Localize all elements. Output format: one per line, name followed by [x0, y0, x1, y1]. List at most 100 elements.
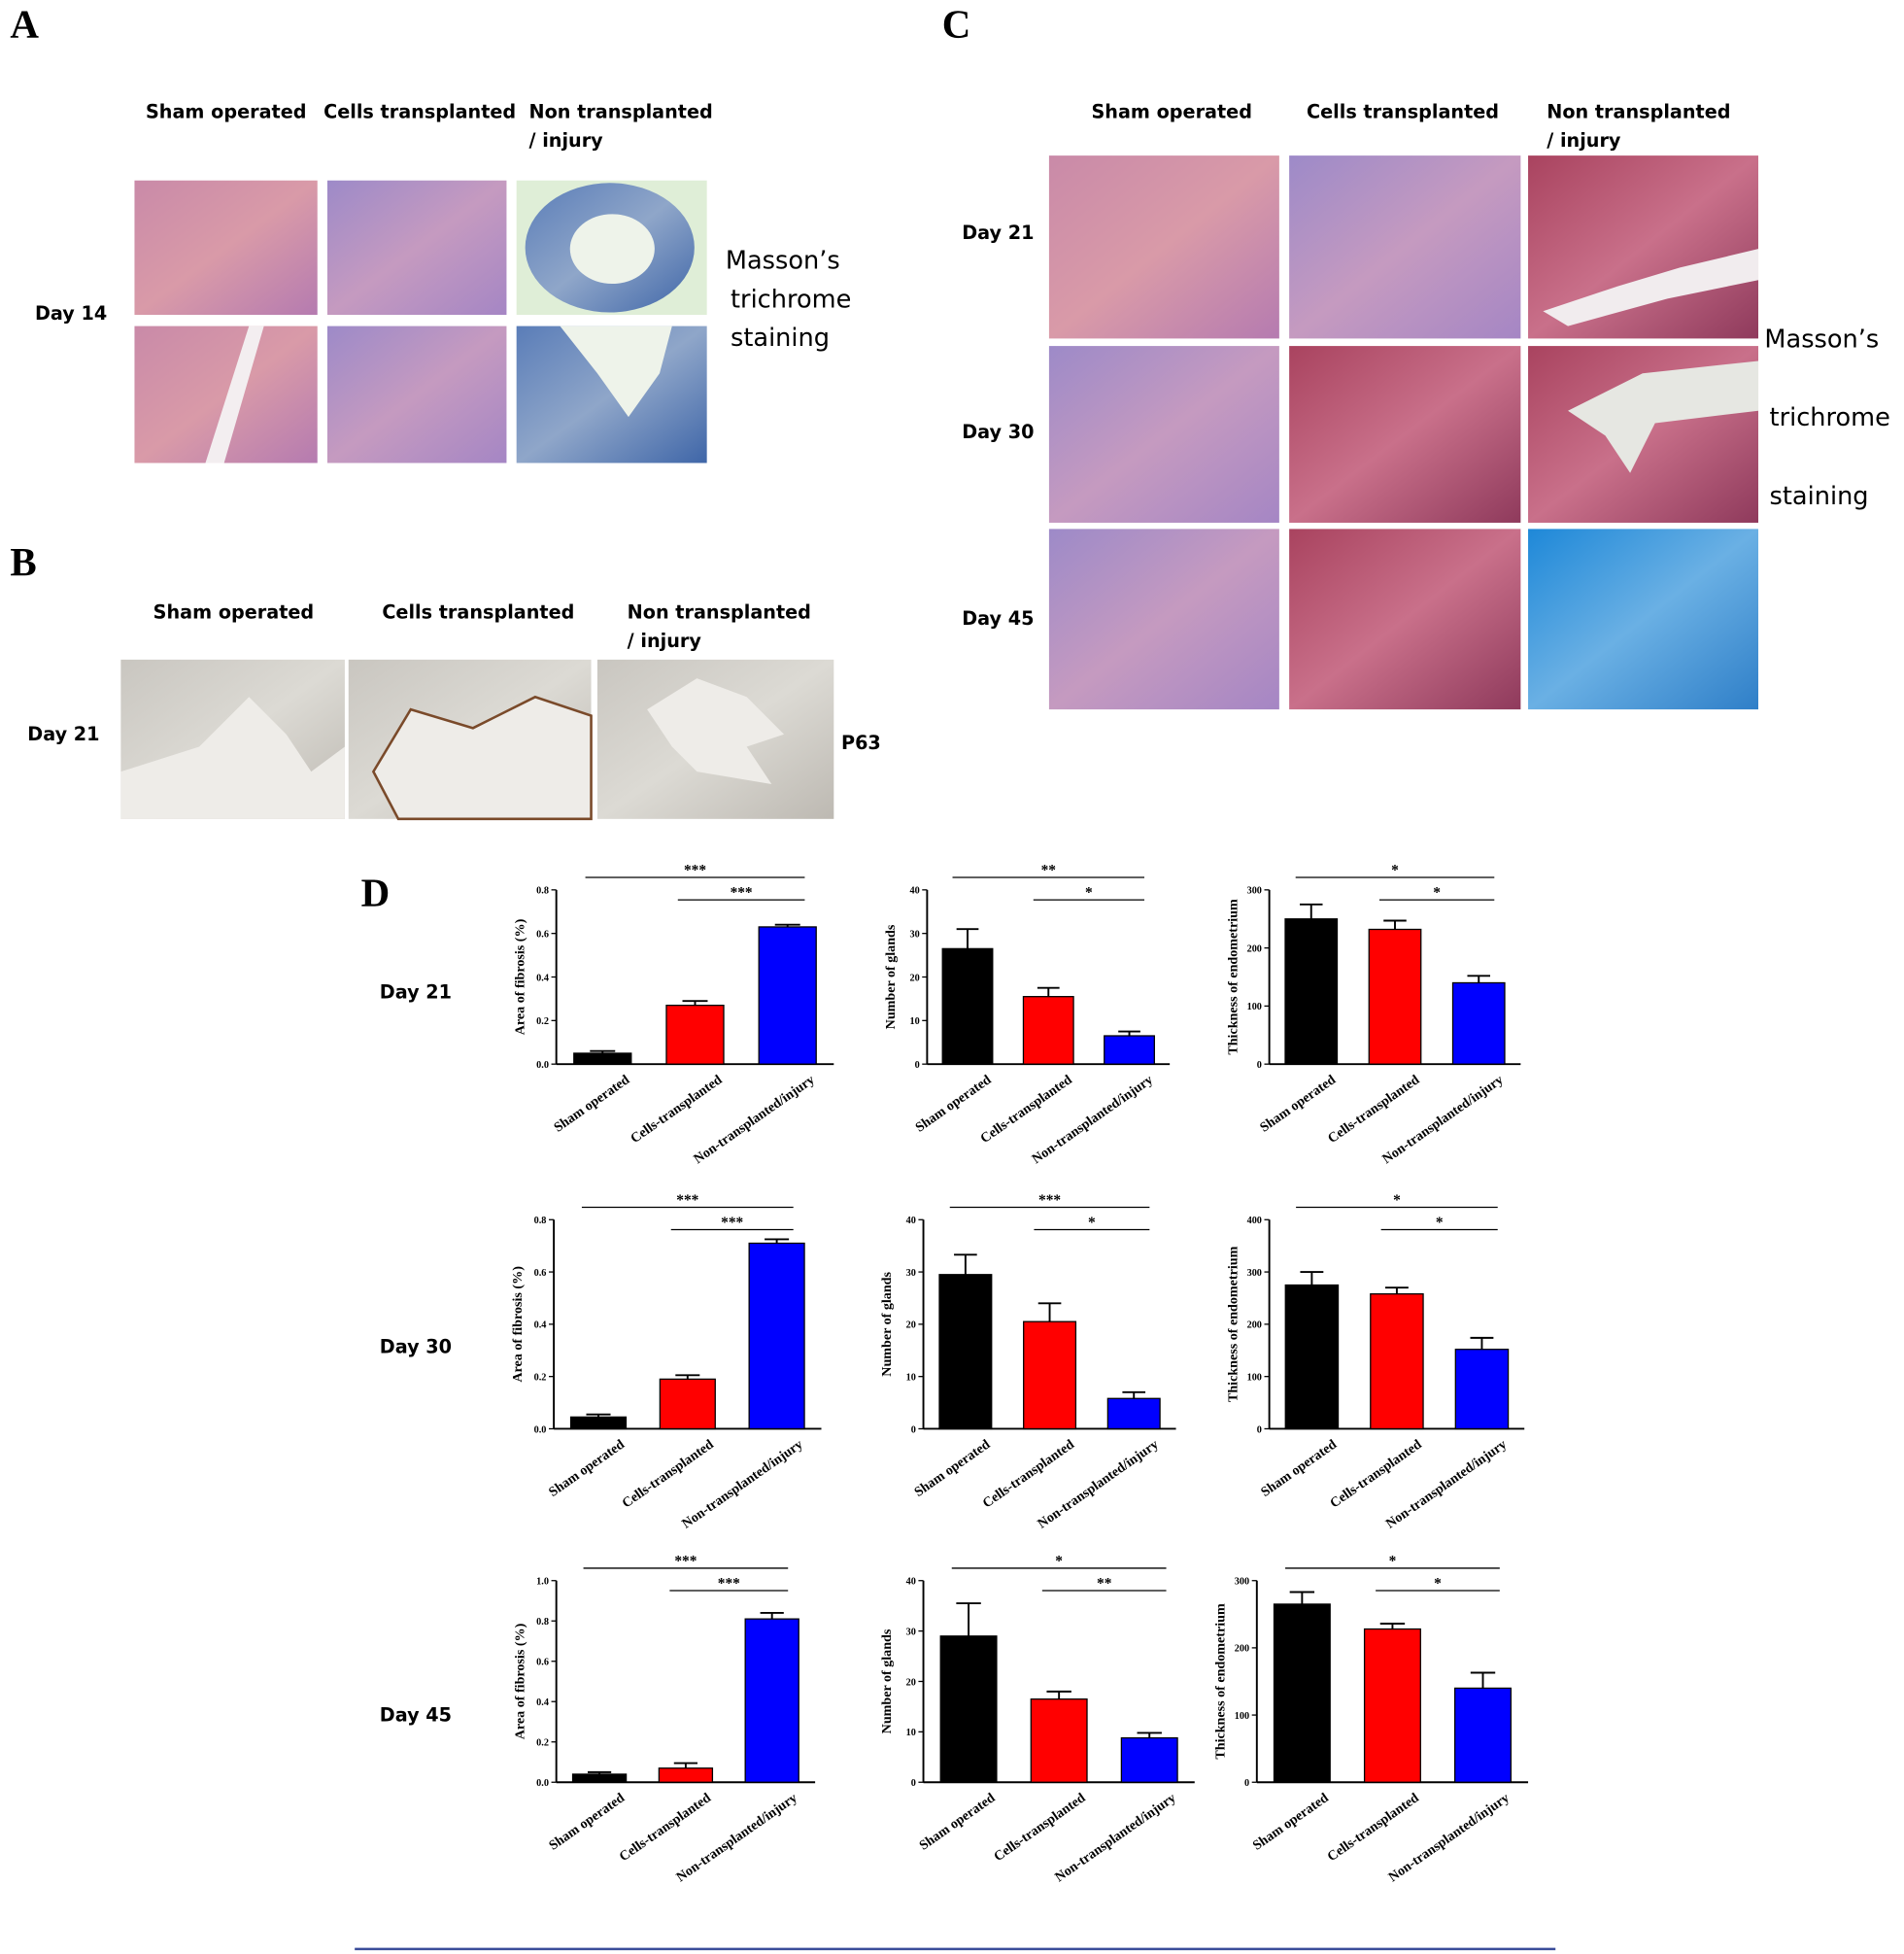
- micrograph: [1528, 529, 1759, 710]
- panel-letter: D: [361, 870, 391, 914]
- bar-chart: 0.0 0.2 0.4 0.6 0.8 Area of fibrosis (%) Sham …: [512, 862, 834, 1167]
- y-tick-label: 200: [1247, 1320, 1262, 1331]
- significance-label: *: [1055, 1553, 1063, 1569]
- micrograph-lumen: [371, 695, 593, 821]
- stain-label: trichrome: [731, 285, 851, 314]
- bar: [1284, 1284, 1340, 1430]
- significance-label: *: [1085, 885, 1093, 902]
- stain-label: staining: [731, 324, 830, 353]
- y-tick-label: 0.2: [534, 1373, 547, 1384]
- x-tick-label: Sham operated: [546, 1436, 628, 1499]
- y-tick-label: 0.2: [536, 1016, 549, 1027]
- y-tick-label: 0.8: [534, 1216, 547, 1226]
- x-tick-label: Cells-transplanted: [628, 1072, 725, 1147]
- column-header: Non transplanted: [528, 101, 712, 123]
- y-tick-label: 100: [1235, 1711, 1249, 1722]
- y-axis-label: Area of fibrosis (%): [510, 1266, 526, 1383]
- stain-label: P63: [841, 732, 881, 754]
- y-axis-label: Thickness of endometrium: [1225, 899, 1241, 1055]
- x-tick-label: Sham operated: [551, 1072, 632, 1135]
- y-tick-label: 300: [1247, 886, 1262, 897]
- bar: [1104, 1035, 1155, 1065]
- y-tick-label: 40: [906, 1577, 916, 1588]
- column-header: Sham operated: [1091, 101, 1252, 123]
- significance-label: ***: [684, 862, 706, 878]
- significance-label: *: [1433, 885, 1441, 902]
- micrograph: [1048, 155, 1279, 339]
- y-tick-label: 40: [906, 1216, 916, 1226]
- y-axis-label: Area of fibrosis (%): [512, 918, 527, 1035]
- micrograph: [1048, 529, 1279, 710]
- bar: [665, 1004, 725, 1065]
- micrograph-lumen: [560, 326, 672, 418]
- bar: [1363, 1628, 1421, 1783]
- micrograph-lumen: [1568, 360, 1759, 473]
- y-tick-label: 0.8: [536, 1617, 549, 1628]
- x-tick-label: Sham operated: [911, 1436, 993, 1499]
- bar: [571, 1773, 628, 1783]
- y-axis-label: Number of glands: [879, 1272, 895, 1377]
- column-header: Cells transplanted: [382, 601, 574, 624]
- x-tick-label: Sham operated: [546, 1790, 628, 1853]
- significance-label: ***: [721, 1215, 743, 1231]
- micrograph-lumen: [205, 326, 264, 463]
- significance-label: ***: [718, 1575, 740, 1592]
- micrograph: [1289, 155, 1521, 339]
- y-tick-label: 20: [906, 1320, 916, 1331]
- bar-chart: 0 100 200 300 400 Thickness of endometrium Sha…: [1225, 1192, 1525, 1531]
- stain-label: staining: [1770, 482, 1869, 511]
- micrograph-lumen: [120, 697, 345, 819]
- micrograph-lumen: [569, 214, 655, 285]
- bar: [1451, 981, 1506, 1065]
- significance-label: *: [1393, 1192, 1401, 1209]
- row-label: Day 30: [380, 1335, 452, 1357]
- x-tick-label: Sham operated: [1258, 1436, 1340, 1499]
- column-header: Cells transplanted: [1307, 101, 1499, 123]
- y-tick-label: 0.4: [534, 1320, 547, 1331]
- row-label: Day 21: [962, 222, 1034, 244]
- x-tick-label: Cells-transplanted: [1324, 1790, 1421, 1865]
- y-tick-label: 300: [1247, 1268, 1262, 1279]
- bar: [1022, 996, 1074, 1065]
- column-header: / injury: [1547, 129, 1621, 152]
- y-tick-label: 1.0: [536, 1577, 549, 1588]
- y-tick-label: 200: [1247, 943, 1262, 954]
- y-axis-label: Thickness of endometrium: [1225, 1246, 1241, 1402]
- y-axis-label: Thickness of endometrium: [1213, 1603, 1229, 1760]
- y-tick-label: 0.0: [534, 1424, 547, 1435]
- stain-label: Masson’s: [726, 247, 840, 276]
- y-tick-label: 20: [909, 973, 919, 983]
- row-label: Day 45: [380, 1703, 452, 1726]
- y-axis-label: Number of glands: [883, 924, 899, 1029]
- y-axis-label: Area of fibrosis (%): [512, 1623, 527, 1739]
- column-header: Cells transplanted: [323, 101, 516, 123]
- bar: [1106, 1397, 1161, 1430]
- bar: [1273, 1603, 1331, 1783]
- micrograph: [326, 180, 507, 316]
- y-tick-label: 100: [1247, 1373, 1262, 1384]
- bar: [1370, 1293, 1424, 1430]
- x-tick-label: Sham operated: [1257, 1072, 1339, 1135]
- column-header: Sham operated: [146, 101, 306, 123]
- y-tick-label: 0.6: [536, 1658, 549, 1668]
- column-header: Non transplanted: [628, 601, 811, 624]
- micrograph: [134, 180, 318, 316]
- bar: [1284, 918, 1339, 1065]
- bar-chart: 0.0 0.2 0.4 0.6 0.8 1.0 Area of fibrosis (%) Sh…: [512, 1553, 816, 1885]
- row-label: Day 21: [27, 723, 99, 745]
- y-tick-label: 10: [909, 1016, 919, 1027]
- column-header: / injury: [628, 630, 702, 652]
- row-label: Day 21: [380, 980, 452, 1003]
- y-tick-label: 0.4: [536, 1697, 549, 1708]
- micrograph: [326, 326, 507, 463]
- y-tick-label: 300: [1235, 1577, 1249, 1588]
- y-tick-label: 0.2: [536, 1738, 549, 1749]
- significance-label: **: [1041, 862, 1057, 878]
- micrographs: [120, 155, 1759, 821]
- y-tick-label: 0: [1244, 1778, 1249, 1789]
- y-tick-label: 100: [1247, 1002, 1262, 1012]
- panel-letter: A: [10, 1, 39, 46]
- x-tick-label: Sham operated: [912, 1072, 994, 1135]
- column-header: / injury: [528, 129, 603, 152]
